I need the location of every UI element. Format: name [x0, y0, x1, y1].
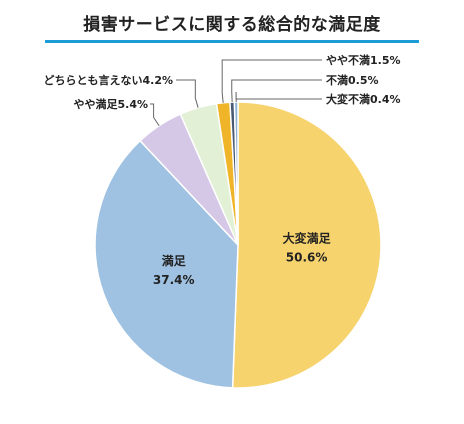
slice-value-1: 50.6%: [286, 250, 328, 264]
slice-label-3: やや満足5.4%: [73, 97, 148, 111]
leader-line-4: [176, 79, 199, 108]
leader-line-6: [231, 79, 322, 103]
slice-value-2: 37.4%: [153, 273, 195, 287]
slice-label-7: 大変不満0.4%: [326, 92, 401, 106]
leader-line-5: [221, 59, 322, 103]
slice-label-6: 不満0.5%: [326, 73, 379, 87]
leader-line-3: [150, 103, 160, 127]
pie-slice-2: [94, 139, 239, 389]
slice-label-1: 大変満足: [283, 230, 331, 245]
slice-label-2: 満足: [162, 253, 186, 268]
leader-line-7: [235, 92, 322, 103]
chart-title: 損害サービスに関する総合的な満足度: [83, 15, 381, 35]
slice-label-4: どちらとも言えない4.2%: [43, 73, 173, 87]
title-underline: [45, 40, 419, 43]
pie-slice-1: [231, 101, 382, 389]
slice-label-5: やや不満1.5%: [326, 53, 401, 67]
